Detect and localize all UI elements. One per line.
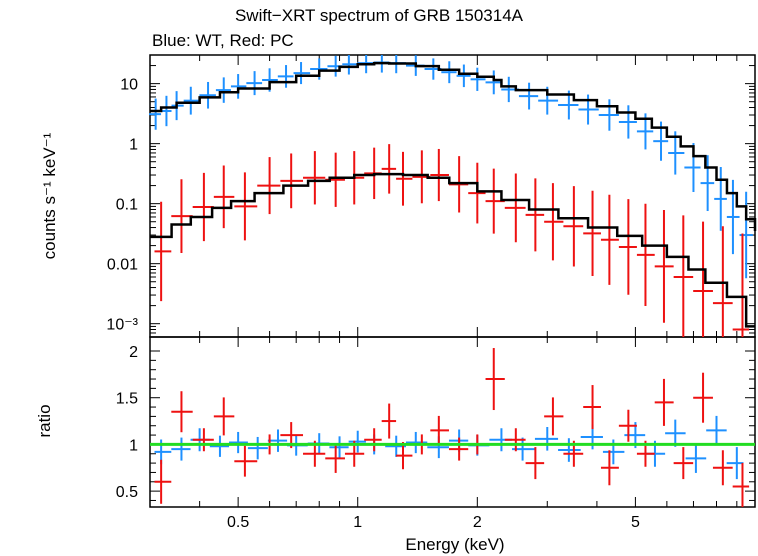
bottom-panel-frame	[149, 336, 756, 508]
chart-subtitle: Blue: WT, Red: PC	[152, 31, 294, 50]
x-tick-label: 1	[353, 514, 362, 531]
y-tick-label: 0.01	[107, 257, 138, 274]
x-axis-label: Energy (keV)	[405, 535, 505, 554]
y-tick-label: 10	[120, 77, 138, 94]
chart-title: Swift−XRT spectrum of GRB 150314A	[234, 6, 524, 25]
y-tick-label: 0.5	[116, 484, 138, 501]
x-tick-label: 0.5	[227, 514, 249, 531]
y-tick-label: 1	[129, 137, 138, 154]
model-line-pc	[150, 172, 755, 328]
y-tick-label: 1	[129, 437, 138, 454]
y-tick-label: 0.1	[116, 197, 138, 214]
y-tick-label: 1.5	[116, 391, 138, 408]
model-line-wt	[150, 61, 757, 232]
y-tick-label: 10⁻³	[106, 317, 138, 334]
x-tick-label: 2	[473, 514, 482, 531]
x-tick-label: 5	[631, 514, 640, 531]
y-tick-label: 2	[129, 344, 138, 361]
